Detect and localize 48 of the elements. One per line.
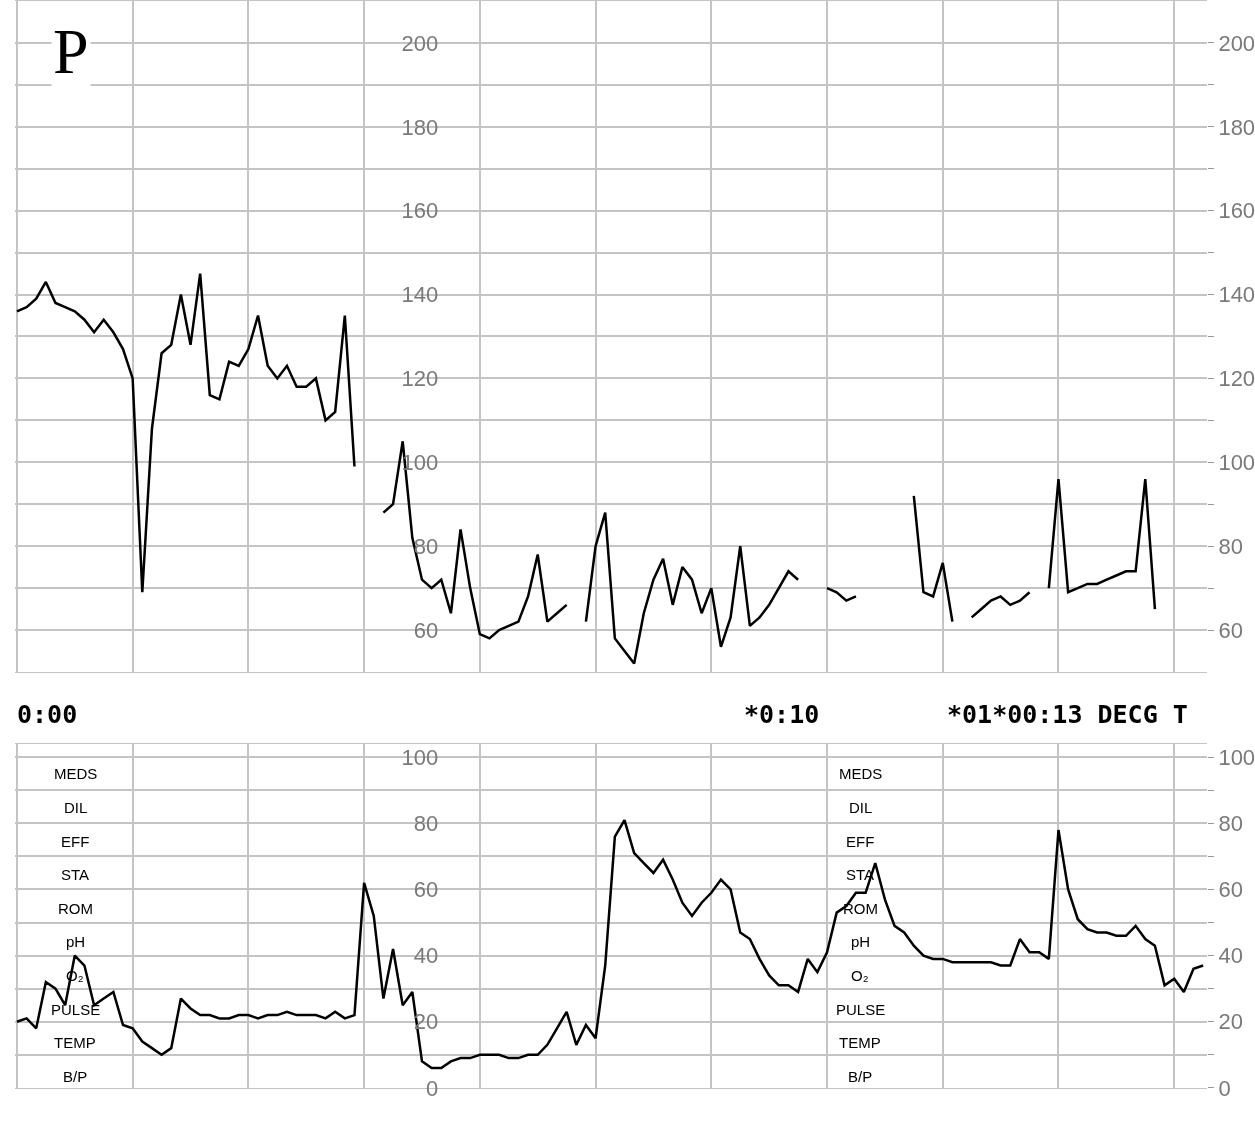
y2-tick-label: 120: [1218, 366, 1255, 392]
annotation: pH: [851, 933, 871, 950]
y2-tick-label: 60: [1218, 877, 1243, 903]
text: *01*00:13 DECG T: [947, 700, 1188, 729]
y2-tick-label: 80: [1218, 533, 1243, 559]
y-tick-label: 180: [401, 114, 439, 140]
annotation: O₂: [851, 967, 869, 984]
annotation: DIL: [849, 799, 873, 816]
annotation: pH: [66, 933, 86, 950]
annotation: ROM: [843, 900, 878, 917]
annotation: ROM: [58, 900, 93, 917]
y2-tick-label: 80: [1218, 811, 1243, 837]
annotation: MEDS: [54, 765, 98, 782]
y-tick-label: 120: [401, 366, 439, 392]
text: *0:10: [744, 700, 820, 729]
annotation: B/P: [63, 1068, 88, 1085]
y2-tick-label: 60: [1218, 617, 1243, 643]
y-tick-label: 200: [401, 30, 439, 56]
y2-tick-label: 40: [1218, 943, 1243, 969]
annotation: EFF: [846, 833, 875, 850]
y-tick-label: 160: [401, 198, 439, 224]
annotation: TEMP: [54, 1034, 96, 1051]
y2-tick-label: 0: [1218, 1075, 1231, 1101]
y-tick-label: 40: [413, 943, 439, 969]
line-series: [15, 818, 1205, 1070]
annotation: PULSE: [51, 1001, 101, 1018]
y2-tick-label: 200: [1218, 30, 1255, 56]
y2-tick-label: 100: [1218, 744, 1255, 770]
y2-tick-label: 180: [1218, 114, 1255, 140]
y-tick-label: 0: [425, 1075, 439, 1101]
y-tick-label: 100: [401, 744, 439, 770]
y-tick-label: 140: [401, 282, 439, 308]
annotation: DIL: [64, 799, 88, 816]
y-tick-label: 80: [413, 811, 439, 837]
annotation: TEMP: [839, 1034, 881, 1051]
y2-tick-label: 140: [1218, 282, 1255, 308]
annotation: MEDS: [839, 765, 883, 782]
y-tick-label: 60: [413, 617, 439, 643]
y2-tick-label: 20: [1218, 1009, 1243, 1035]
annotation: EFF: [61, 833, 90, 850]
annotation: B/P: [848, 1068, 873, 1085]
annotation: PULSE: [836, 1001, 886, 1018]
y2-tick-label: 160: [1218, 198, 1255, 224]
text: 0:00: [17, 700, 78, 729]
y-tick-label: 60: [413, 877, 439, 903]
y2-tick-label: 100: [1218, 449, 1255, 475]
chart-title: P: [53, 16, 89, 87]
annotation: STA: [61, 866, 90, 883]
